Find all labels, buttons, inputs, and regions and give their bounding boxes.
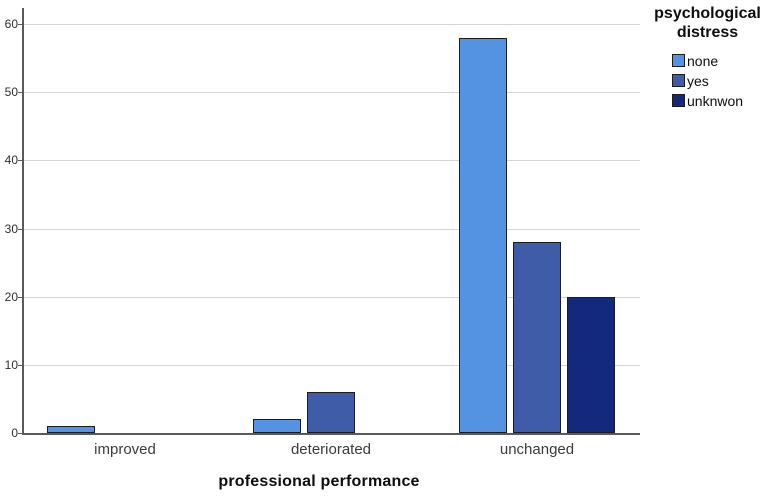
gridline <box>22 92 640 94</box>
y-tick-mark <box>18 160 22 162</box>
x-category-label: unchanged <box>499 441 575 458</box>
legend-item-none: none <box>672 51 767 71</box>
bar-improved-none <box>47 426 95 433</box>
bar-unchanged-none <box>459 37 507 433</box>
gridline <box>22 228 640 230</box>
gridline <box>22 160 640 162</box>
y-tick-label: 0 <box>11 426 18 440</box>
y-tick-label: 20 <box>4 289 18 304</box>
legend-item-label: none <box>687 52 719 69</box>
y-tick-mark <box>18 433 22 434</box>
y-tick-label: 30 <box>4 221 18 236</box>
x-axis-line <box>22 433 640 435</box>
y-tick-label: 60 <box>4 17 18 31</box>
x-axis-title: professional performance <box>218 473 420 490</box>
x-category-label: improved <box>94 441 156 458</box>
bar-unchanged-yes <box>513 242 561 433</box>
legend-item-label: yes <box>687 72 709 89</box>
legend-item-yes: yes <box>672 71 767 91</box>
bar-unchanged-unknwon <box>567 296 615 433</box>
y-tick-label: 40 <box>4 153 18 168</box>
y-tick-mark <box>18 228 22 230</box>
legend-swatch-icon <box>672 94 685 108</box>
legend-item-unknwon: unknwon <box>672 91 767 111</box>
bar-deteriorated-yes <box>307 392 355 433</box>
y-tick-mark <box>18 24 22 25</box>
gridline <box>22 364 640 366</box>
gridline <box>22 296 640 298</box>
y-tick-mark <box>18 364 22 366</box>
y-tick-mark <box>18 296 22 298</box>
bar-deteriorated-none <box>253 419 301 433</box>
legend-item-label: unknwon <box>687 92 744 109</box>
legend-items: none yes unknwon <box>648 51 767 111</box>
legend: psychological distress none yes unknwon <box>648 5 767 111</box>
legend-swatch-icon <box>672 54 685 68</box>
gridline <box>22 24 640 25</box>
legend-title: psychological distress <box>654 5 761 41</box>
y-tick-label: 50 <box>4 85 18 100</box>
legend-swatch-icon <box>672 74 685 88</box>
y-tick-label: 10 <box>4 357 18 372</box>
y-tick-mark <box>18 92 22 94</box>
x-category-label: deteriorated <box>290 441 372 458</box>
y-axis-line <box>22 8 24 434</box>
